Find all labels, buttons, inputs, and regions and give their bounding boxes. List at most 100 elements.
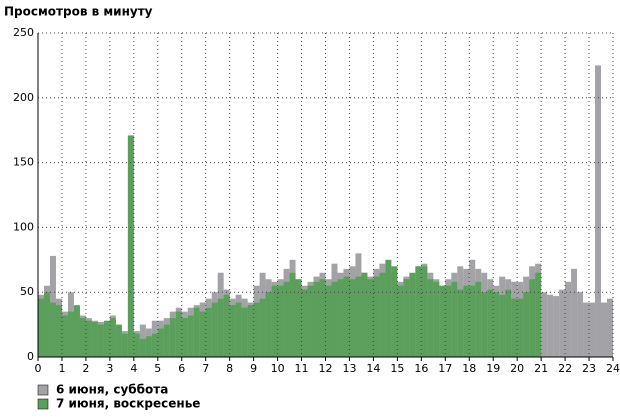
bar xyxy=(469,285,476,357)
bar xyxy=(373,276,380,357)
bar xyxy=(61,315,68,357)
bar xyxy=(337,279,344,357)
bar xyxy=(601,302,608,357)
bar xyxy=(439,285,446,357)
bar xyxy=(145,336,152,357)
x-tick-label: 14 xyxy=(366,362,380,375)
y-tick-label: 250 xyxy=(13,26,34,39)
bar xyxy=(109,318,116,357)
bar xyxy=(385,259,392,357)
x-tick-label: 0 xyxy=(35,362,42,375)
bar xyxy=(259,298,266,357)
x-tick-label: 9 xyxy=(250,362,257,375)
bar xyxy=(505,289,512,357)
bar xyxy=(499,294,506,357)
bar xyxy=(523,292,530,357)
bar xyxy=(253,302,260,357)
bar xyxy=(277,285,284,357)
x-tick-label: 12 xyxy=(319,362,333,375)
x-tick-label: 18 xyxy=(462,362,476,375)
legend-swatch xyxy=(37,384,49,396)
bar xyxy=(487,289,494,357)
bar xyxy=(577,292,584,357)
bar xyxy=(43,292,50,357)
x-tick-label: 10 xyxy=(271,362,285,375)
bar xyxy=(607,298,613,357)
bar xyxy=(217,298,224,357)
bar xyxy=(67,311,74,357)
x-tick-label: 22 xyxy=(558,362,572,375)
bar xyxy=(409,272,416,357)
x-tick-label: 21 xyxy=(534,362,548,375)
y-tick-label: 150 xyxy=(13,156,34,169)
bar xyxy=(553,296,560,357)
bar xyxy=(235,302,242,357)
bar xyxy=(313,281,320,357)
x-tick-label: 2 xyxy=(82,362,89,375)
x-tick-label: 5 xyxy=(154,362,161,375)
bar xyxy=(559,289,566,357)
x-tick-label: 20 xyxy=(510,362,524,375)
bar xyxy=(193,307,200,357)
bar xyxy=(271,285,278,357)
y-tick-label: 200 xyxy=(13,91,34,104)
bar xyxy=(511,298,518,357)
bar xyxy=(175,311,182,357)
bar xyxy=(157,328,164,357)
bar xyxy=(115,324,122,357)
bar xyxy=(91,322,98,357)
bar xyxy=(367,279,374,357)
legend-swatch xyxy=(37,398,49,410)
bar xyxy=(541,292,548,357)
bar xyxy=(97,324,104,357)
x-tick-label: 17 xyxy=(438,362,452,375)
bar xyxy=(451,281,458,357)
bar xyxy=(475,281,482,357)
bar xyxy=(427,279,434,357)
bar xyxy=(121,333,128,357)
x-tick-label: 15 xyxy=(390,362,404,375)
bar xyxy=(151,333,158,357)
bar xyxy=(307,285,314,357)
chart-title: Просмотров в минуту xyxy=(4,5,153,19)
bar xyxy=(187,315,194,357)
bar xyxy=(529,279,536,357)
x-tick-label: 16 xyxy=(414,362,428,375)
bar xyxy=(211,302,218,357)
bar xyxy=(331,281,338,357)
bar xyxy=(595,65,602,358)
bar xyxy=(583,302,590,357)
bar xyxy=(547,294,554,357)
bar xyxy=(223,294,230,357)
bar xyxy=(349,279,356,357)
bar xyxy=(535,272,542,357)
bar xyxy=(445,285,452,357)
bar xyxy=(319,279,326,357)
x-tick-label: 6 xyxy=(178,362,185,375)
y-tick-label: 0 xyxy=(27,350,34,363)
bar xyxy=(103,320,110,357)
x-tick-label: 1 xyxy=(58,362,65,375)
bar xyxy=(403,279,410,357)
bar xyxy=(139,338,146,357)
bar xyxy=(265,292,272,357)
x-tick-label: 11 xyxy=(295,362,309,375)
bar xyxy=(127,135,134,357)
bar xyxy=(397,285,404,357)
x-tick-label: 8 xyxy=(226,362,233,375)
bar xyxy=(325,285,332,357)
bar xyxy=(295,279,302,357)
bar xyxy=(79,318,86,357)
x-tick-label: 7 xyxy=(202,362,209,375)
bar xyxy=(343,276,350,357)
bar xyxy=(163,324,170,357)
bar xyxy=(181,318,188,357)
x-tick-label: 19 xyxy=(486,362,500,375)
legend-label: 7 июня, воскресенье xyxy=(56,397,200,411)
x-tick-label: 4 xyxy=(130,362,137,375)
legend-label: 6 июня, суббота xyxy=(56,383,168,397)
bar xyxy=(229,305,236,357)
bar xyxy=(457,289,464,357)
bar xyxy=(301,289,308,357)
